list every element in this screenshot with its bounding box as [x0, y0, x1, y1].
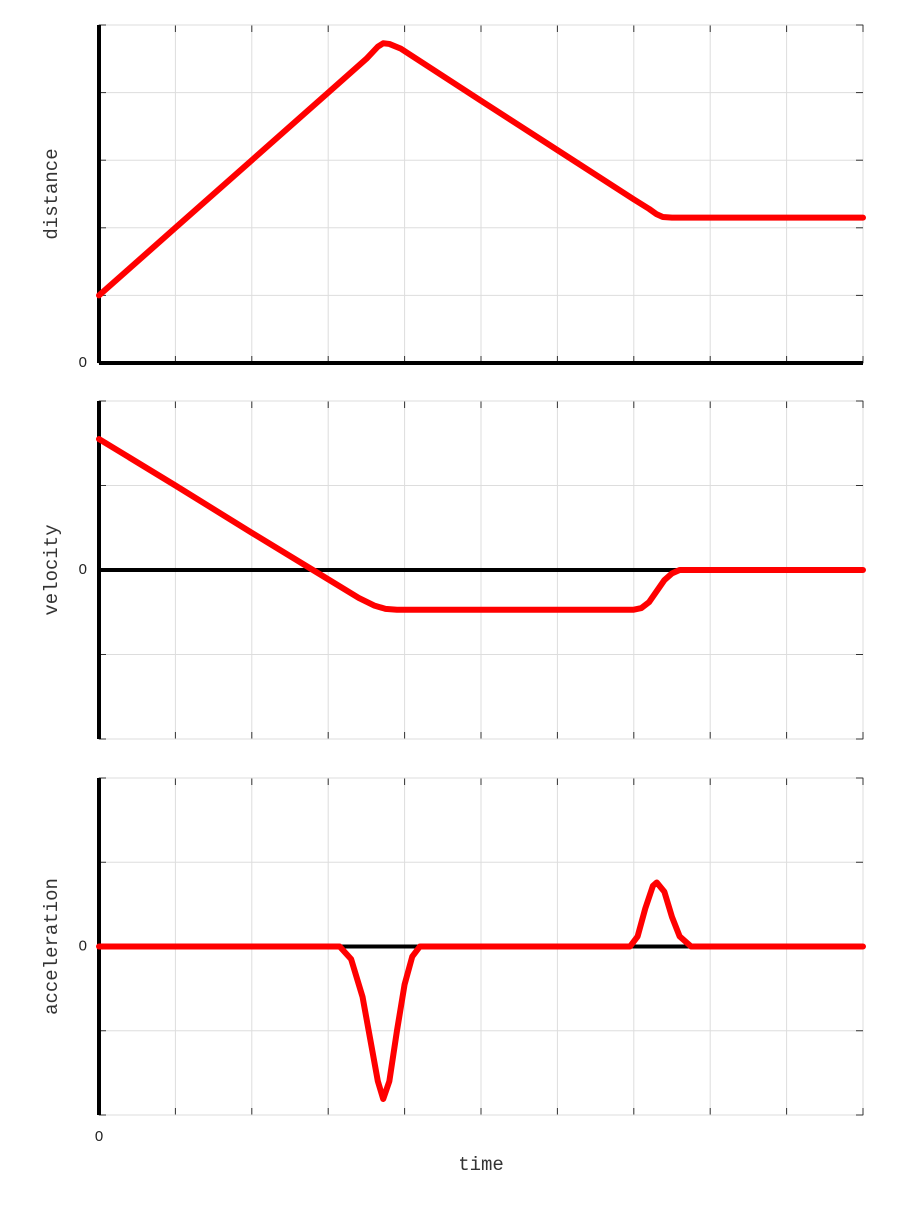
data-line [96, 40, 866, 299]
data-line [96, 879, 866, 1102]
data-line [96, 436, 866, 613]
x-tick-label: 0 [95, 1128, 103, 1145]
x-axis-label: time [458, 1154, 504, 1176]
y-axis-label: velocity [41, 524, 63, 615]
y-axis-label: distance [41, 148, 63, 239]
y-tick-label: 0 [79, 354, 87, 371]
y-tick-label: 0 [79, 937, 87, 954]
y-tick-label: 0 [79, 561, 87, 578]
y-axis-label: acceleration [41, 878, 63, 1015]
